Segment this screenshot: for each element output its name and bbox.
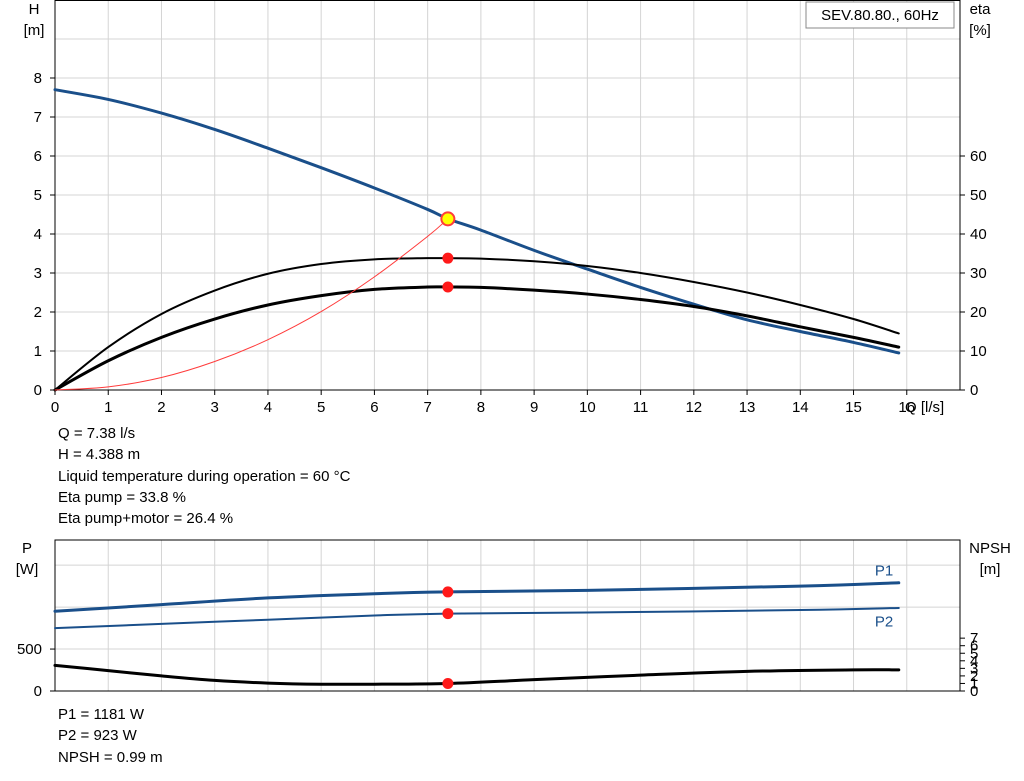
y-tick-label-right: 10 — [970, 343, 987, 360]
operating-point-p2 — [442, 608, 454, 620]
x-tick-label: 4 — [264, 399, 272, 416]
x-tick-label: 13 — [739, 399, 756, 416]
eta-pump-motor-curve — [53, 285, 901, 392]
y-tick-label-right: 30 — [970, 265, 987, 282]
operating-point-head — [440, 211, 456, 227]
y-tick-label-left: 4 — [34, 226, 42, 243]
power-readout: P1 = 1181 W P2 = 923 W NPSH = 0.99 m — [58, 704, 163, 768]
y-tick-label-right: 4 — [970, 653, 978, 670]
y-tick-label-right: 60 — [970, 148, 987, 165]
y-tick-label-right: 50 — [970, 187, 987, 204]
operating-point-npsh — [442, 678, 454, 690]
x-tick-label: 8 — [477, 399, 485, 416]
x-tick-label: 10 — [579, 399, 596, 416]
y-tick-label-left: 1 — [34, 343, 42, 360]
y-tick-label-left: 5 — [34, 187, 42, 204]
readout-npsh: NPSH = 0.99 m — [58, 748, 163, 766]
y-tick-label-right: 0 — [970, 683, 978, 700]
readout-eta-pump-motor: Eta pump+motor = 26.4 % — [58, 510, 234, 528]
eta-pump-curve — [54, 257, 900, 391]
p2-curve — [54, 606, 900, 630]
x-tick-label: 7 — [423, 399, 431, 416]
x-tick-label: 14 — [792, 399, 809, 416]
readout-flow: Q = 7.38 l/s — [58, 425, 136, 442]
system-curve — [54, 218, 449, 391]
x-tick-label: 15 — [845, 399, 862, 416]
x-tick-label: 0 — [51, 399, 59, 416]
readout-eta-pump: Eta pump = 33.8 % — [58, 488, 186, 506]
p1-curve — [53, 581, 901, 613]
x-tick-label: 1 — [104, 399, 112, 416]
x-tick-label: 6 — [370, 399, 378, 416]
y-tick-label-left: 6 — [34, 148, 42, 165]
y-axis-unit-right: [m] — [980, 561, 1001, 578]
npsh-curve — [53, 663, 901, 686]
y-tick-label-left: 500 — [17, 641, 42, 658]
readout-p1: P1 = 1181 W — [58, 706, 145, 723]
head-curve — [53, 88, 901, 355]
y-tick-label-right: 7 — [970, 630, 978, 647]
y-axis-unit-right: [%] — [969, 22, 991, 39]
y-tick-label-right: 5 — [970, 645, 978, 662]
y-axis-label-right: eta — [970, 1, 992, 18]
y-tick-label-right: 20 — [970, 304, 987, 321]
x-tick-label: 16 — [898, 399, 915, 416]
y-tick-label-right: 2 — [970, 668, 978, 685]
y-tick-label-left: 2 — [34, 304, 42, 321]
y-tick-label-right: 1 — [970, 675, 978, 692]
chart-title: SEV.80.80., 60Hz — [821, 7, 939, 24]
operating-point-eta-pump-motor — [442, 281, 454, 293]
y-axis-label-left: P — [22, 540, 32, 557]
chart-title-box — [805, 1, 955, 29]
x-axis-label: Q [l/s] — [905, 399, 944, 416]
readout-p2: P2 = 923 W — [58, 727, 137, 745]
x-tick-label: 3 — [211, 399, 219, 416]
y-tick-label-left: 0 — [34, 683, 42, 700]
x-tick-label: 12 — [685, 399, 702, 416]
operating-point-readout: Q = 7.38 l/s H = 4.388 m Liquid temperat… — [58, 423, 350, 529]
y-tick-label-left: 7 — [34, 109, 42, 126]
y-tick-label-right: 6 — [970, 638, 978, 655]
y-axis-unit-left: [W] — [16, 561, 39, 578]
y-axis-label-left: H — [29, 1, 40, 18]
operating-point-p1 — [442, 586, 454, 598]
x-tick-label: 5 — [317, 399, 325, 416]
plot-frame — [54, 539, 961, 692]
x-tick-label: 2 — [157, 399, 165, 416]
p2-series-label: P2 — [875, 613, 893, 630]
readout-head: H = 4.388 m — [58, 446, 141, 464]
y-tick-label-right: 3 — [970, 660, 978, 677]
y-tick-label-right: 40 — [970, 226, 987, 243]
y-tick-label-left: 0 — [34, 382, 42, 399]
x-tick-label: 9 — [530, 399, 538, 416]
readout-liquid-temperature: Liquid temperature during operation = 60… — [58, 467, 351, 485]
y-axis-unit-left: [m] — [24, 22, 45, 39]
operating-point-eta-pump — [442, 252, 454, 264]
y-tick-label-left: 3 — [34, 265, 42, 282]
y-tick-label-right: 0 — [970, 382, 978, 399]
y-axis-label-right: NPSH — [969, 540, 1011, 557]
y-tick-label-left: 8 — [34, 70, 42, 87]
p1-series-label: P1 — [875, 563, 893, 580]
x-tick-label: 11 — [633, 399, 649, 416]
